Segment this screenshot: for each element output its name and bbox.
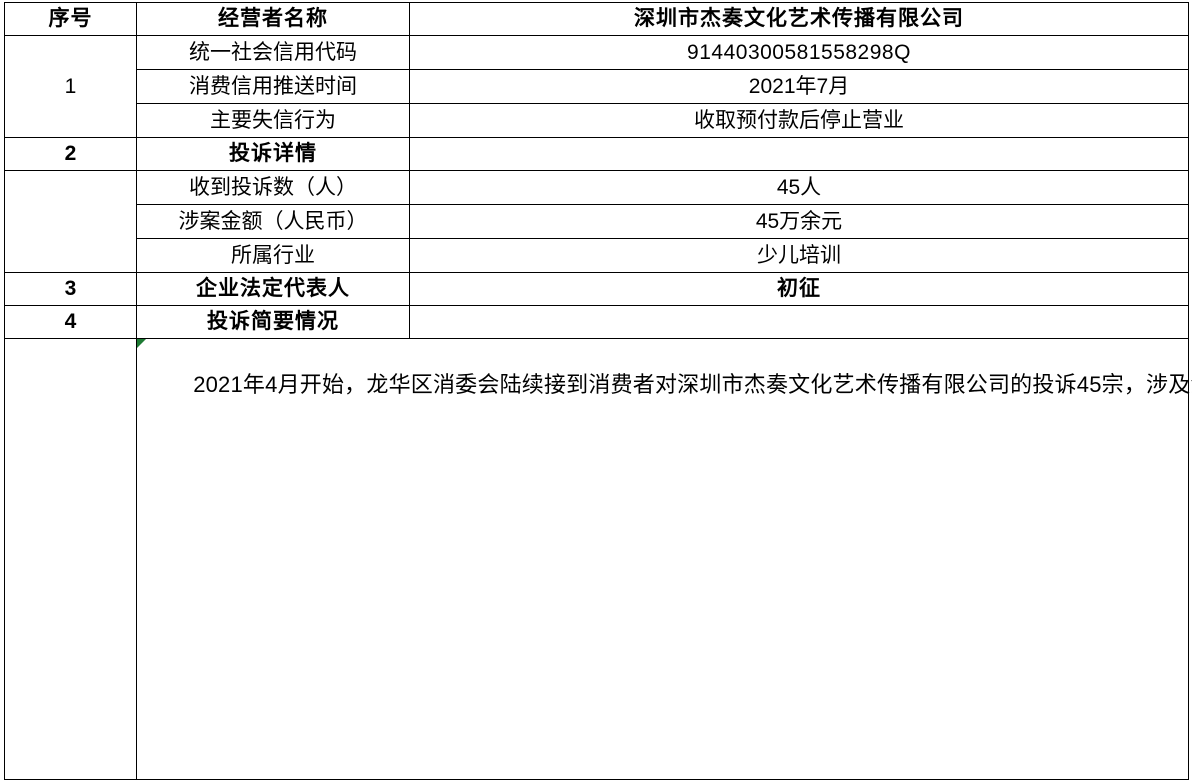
- label-main-dishonest-act: 主要失信行为: [136, 103, 410, 138]
- row-complaint-summary-body: 2021年4月开始，龙华区消委会陆续接到消费者对深圳市杰奏文化艺术传播有限公司的…: [4, 338, 1192, 780]
- value-push-time: 2021年7月: [409, 69, 1189, 104]
- seq-cell-blank-4: [4, 338, 137, 780]
- row-complaint-count: 收到投诉数（人） 45人: [4, 170, 1189, 273]
- value-unified-credit-code: 91440300581558298Q: [409, 35, 1189, 70]
- row-legal-representative: 3 企业法定代表人 初征: [4, 272, 1189, 306]
- label-legal-representative: 企业法定代表人: [136, 272, 410, 306]
- label-complaint-count: 收到投诉数（人）: [136, 170, 410, 205]
- complaint-summary-body-inner: 2021年4月开始，龙华区消委会陆续接到消费者对深圳市杰奏文化艺术传播有限公司的…: [137, 339, 1192, 403]
- complaint-summary-paragraph: 2021年4月开始，龙华区消委会陆续接到消费者对深圳市杰奏文化艺术传播有限公司的…: [193, 372, 1192, 397]
- section-value-complaint-details: [409, 137, 1189, 171]
- row-main-dishonest-act: 主要失信行为 收取预付款后停止营业: [5, 103, 1189, 138]
- value-industry: 少儿培训: [409, 238, 1189, 273]
- row-section-complaint-summary: 4 投诉简要情况: [4, 305, 1189, 339]
- comment-marker-icon: [137, 339, 146, 348]
- label-industry: 所属行业: [136, 238, 410, 273]
- value-main-dishonest-act: 收取预付款后停止营业: [409, 103, 1189, 138]
- header-cell-operator-name: 经营者名称: [136, 2, 410, 36]
- row-amount-involved: 涉案金额（人民币） 45万余元: [5, 204, 1189, 239]
- value-complaint-count: 45人: [409, 170, 1189, 205]
- header-cell-company-name: 深圳市杰奏文化艺术传播有限公司: [409, 2, 1189, 36]
- credit-disclosure-table: 序号 经营者名称 深圳市杰奏文化艺术传播有限公司 1 统一社会信用代码 9144…: [4, 2, 1192, 780]
- header-cell-seq: 序号: [4, 2, 137, 36]
- label-push-time: 消费信用推送时间: [136, 69, 410, 104]
- seq-cell-3: 3: [4, 272, 137, 306]
- row-section-complaint-details: 2 投诉详情: [4, 137, 1189, 171]
- row-push-time: 消费信用推送时间 2021年7月: [5, 69, 1189, 104]
- complaint-summary-body-cell: 2021年4月开始，龙华区消委会陆续接到消费者对深圳市杰奏文化艺术传播有限公司的…: [136, 338, 1192, 780]
- seq-cell-4: 4: [4, 305, 137, 339]
- seq-cell-2: 2: [4, 137, 137, 171]
- label-unified-credit-code: 统一社会信用代码: [136, 35, 410, 70]
- section-title-complaint-summary: 投诉简要情况: [136, 305, 410, 339]
- value-amount-involved: 45万余元: [409, 204, 1189, 239]
- seq-cell-1: 1: [4, 35, 137, 138]
- row-unified-credit-code: 1 统一社会信用代码 91440300581558298Q: [4, 35, 1189, 138]
- label-amount-involved: 涉案金额（人民币）: [136, 204, 410, 239]
- seq-cell-blank-2: [4, 170, 137, 273]
- section-title-complaint-details: 投诉详情: [136, 137, 410, 171]
- table-header-row: 序号 经营者名称 深圳市杰奏文化艺术传播有限公司: [4, 2, 1189, 36]
- section-value-complaint-summary: [409, 305, 1189, 339]
- value-legal-representative: 初征: [409, 272, 1189, 306]
- row-industry: 所属行业 少儿培训: [5, 238, 1189, 273]
